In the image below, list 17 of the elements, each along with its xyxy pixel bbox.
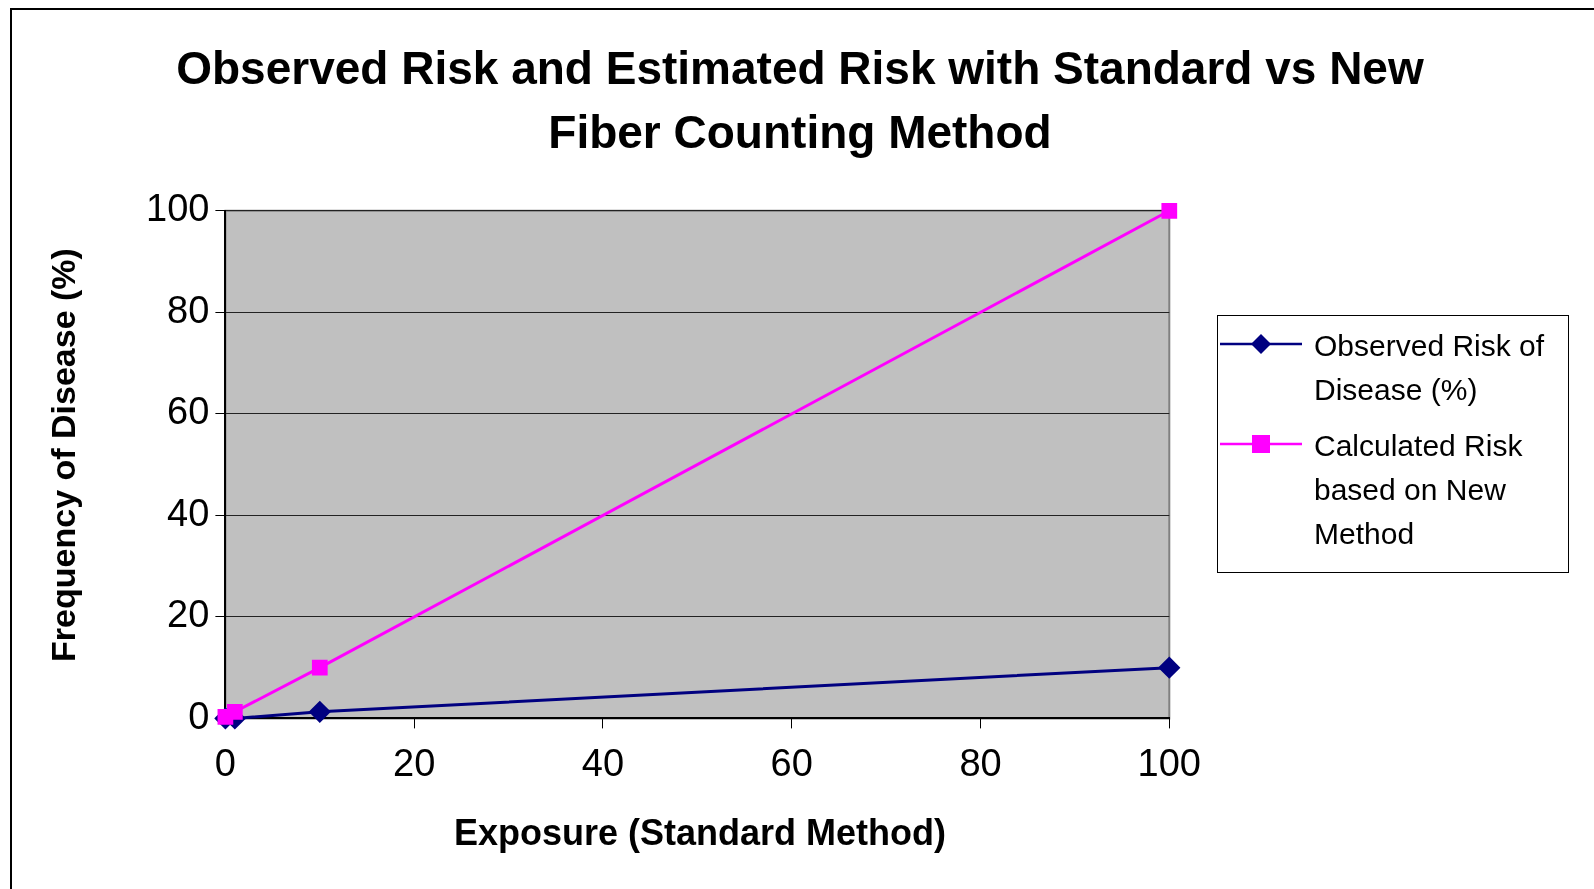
chart-title: Observed Risk and Estimated Risk with Standard vs New Fiber Counting Method [175, 41, 1425, 160]
legend-label: Calculated Risk based on New Method [1314, 428, 1524, 552]
x-tick-label: 20 [393, 741, 436, 784]
y-tick-label: 0 [188, 694, 210, 737]
y-axis-title: Frequency of Disease (%) [43, 247, 83, 664]
x-tick-label: 40 [581, 741, 625, 784]
x-axis-title: Exposure (Standard Method) [453, 812, 947, 854]
x-tick-label: 60 [770, 741, 813, 784]
y-tick-label: 80 [167, 288, 210, 331]
y-tick-label: 100 [146, 187, 210, 230]
y-tick-label: 20 [167, 593, 210, 636]
x-tick-label: 80 [959, 741, 1002, 784]
y-tick-label: 60 [167, 390, 210, 433]
y-tick-label: 40 [167, 491, 210, 534]
legend-label: Observed Risk of Disease (%) [1314, 328, 1546, 408]
x-tick-label: 100 [1137, 741, 1201, 784]
x-tick-label: 0 [214, 741, 236, 784]
